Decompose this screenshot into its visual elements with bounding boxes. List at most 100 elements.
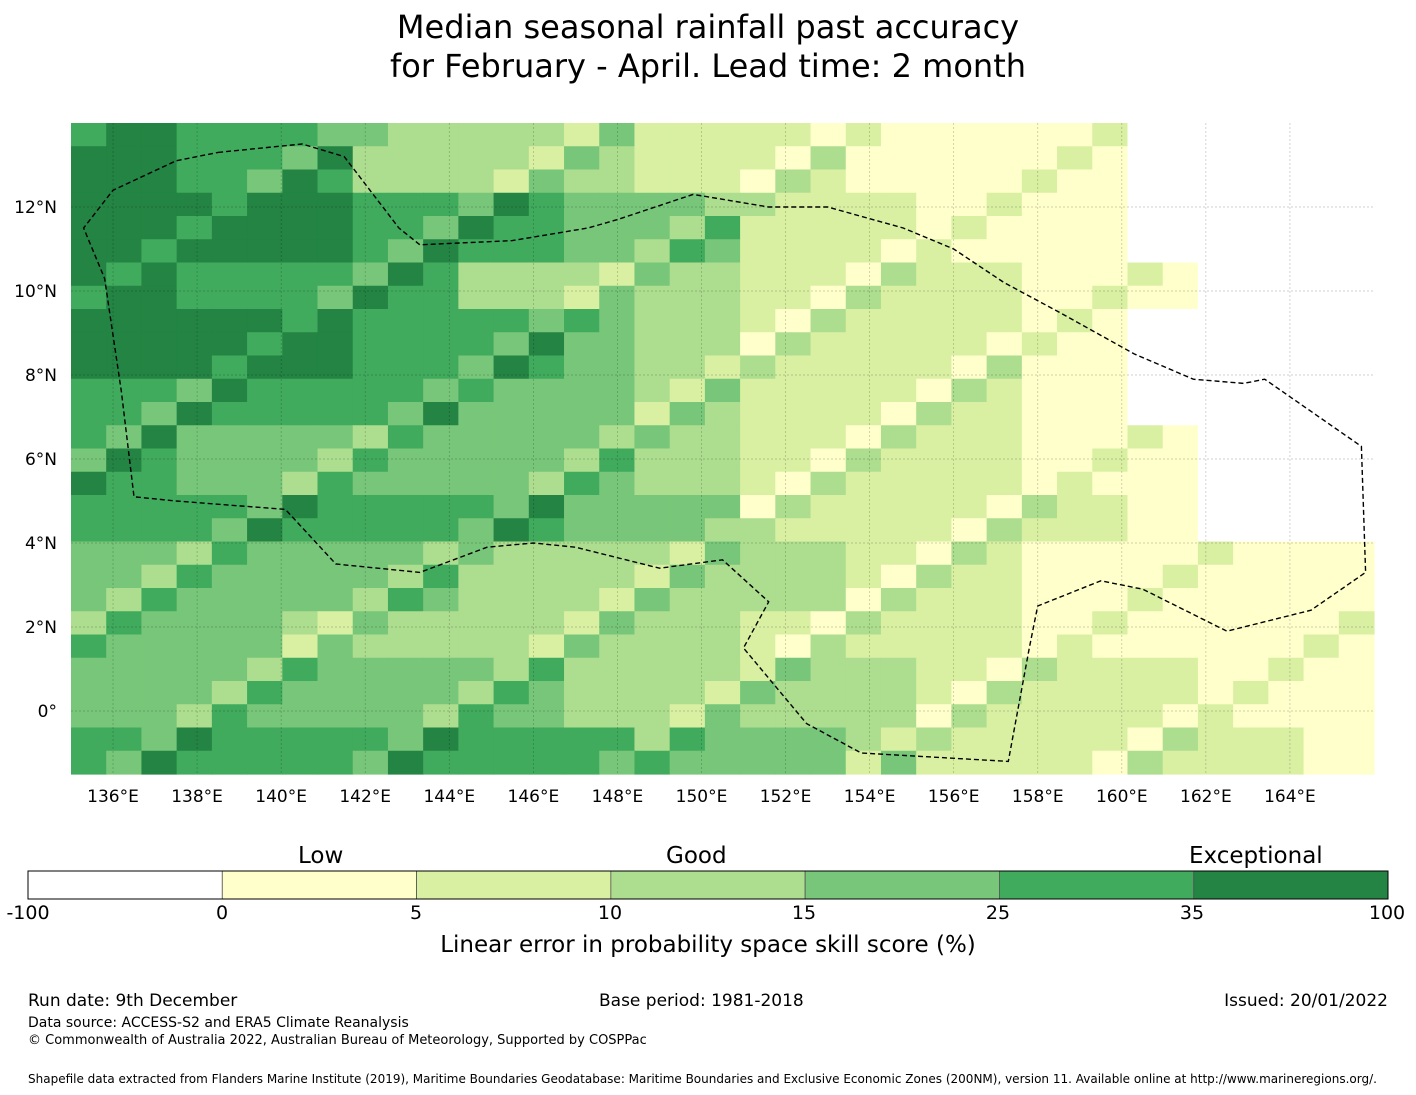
skill-cell xyxy=(669,123,706,147)
skill-cell xyxy=(916,518,953,543)
skill-cell xyxy=(176,332,213,357)
skill-cell xyxy=(1021,657,1058,682)
skill-cell xyxy=(423,355,459,380)
skill-cell xyxy=(247,332,283,357)
skill-cell xyxy=(493,285,530,310)
skill-cell xyxy=(1021,564,1058,589)
skill-cell xyxy=(1197,425,1234,450)
skill-cell xyxy=(1057,216,1093,240)
skill-cell xyxy=(247,239,283,264)
skill-cell xyxy=(1233,541,1269,566)
skill-cell xyxy=(106,239,143,264)
skill-cell xyxy=(458,285,495,310)
skill-cell xyxy=(352,402,389,426)
skill-cell xyxy=(176,471,213,496)
skill-cell xyxy=(1057,378,1093,403)
skill-cell xyxy=(669,657,706,682)
skill-cell xyxy=(845,355,882,380)
skill-cell xyxy=(564,309,600,333)
skill-cell xyxy=(845,471,882,496)
skill-cell xyxy=(669,192,706,217)
skill-cell xyxy=(669,541,706,566)
skill-cell xyxy=(282,285,319,310)
skill-cell xyxy=(493,378,530,403)
skill-cell xyxy=(704,471,741,496)
skill-cell xyxy=(387,634,424,659)
skill-cell xyxy=(704,541,741,566)
skill-cell xyxy=(282,611,319,636)
skill-cell xyxy=(317,704,354,729)
skill-cell xyxy=(352,541,389,566)
skill-cell xyxy=(704,355,741,380)
skill-cell xyxy=(141,239,178,264)
skill-cell xyxy=(282,123,319,147)
skill-cell xyxy=(282,425,319,450)
skill-cell xyxy=(845,169,882,194)
skill-cell xyxy=(423,681,459,705)
skill-cell xyxy=(775,216,812,240)
skill-cell xyxy=(1303,262,1340,287)
skill-cell xyxy=(599,750,636,775)
skill-cell xyxy=(599,332,636,357)
skill-cell xyxy=(1092,564,1129,589)
skill-cell xyxy=(599,262,636,287)
skill-cell xyxy=(810,355,847,380)
skill-cell xyxy=(775,750,812,775)
colorbar-frame xyxy=(27,870,1389,900)
skill-cell xyxy=(810,727,847,752)
skill-cell xyxy=(1057,262,1093,287)
skill-cell xyxy=(176,262,213,287)
skill-cell xyxy=(528,355,565,380)
skill-cell xyxy=(564,657,600,682)
skill-cell xyxy=(458,262,495,287)
shapefile-attribution: Shapefile data extracted from Flanders M… xyxy=(28,1072,1377,1086)
colorbar-tick: 0 xyxy=(215,902,229,924)
skill-cell xyxy=(71,123,107,147)
skill-cell xyxy=(845,681,882,705)
skill-cell xyxy=(775,355,812,380)
skill-cell xyxy=(282,588,319,612)
skill-cell xyxy=(740,727,776,752)
skill-cell xyxy=(810,588,847,612)
skill-cell xyxy=(845,239,882,264)
skill-cell xyxy=(1233,588,1269,612)
skill-cell xyxy=(951,192,988,217)
skill-cell xyxy=(1162,634,1199,659)
skill-cell xyxy=(317,588,354,612)
skill-cell xyxy=(317,378,354,403)
skill-cell xyxy=(1057,192,1093,217)
skill-cell xyxy=(986,425,1023,450)
skill-cell xyxy=(951,378,988,403)
skill-cell xyxy=(282,681,319,705)
skill-cell xyxy=(704,704,741,729)
skill-cell xyxy=(810,169,847,194)
skill-cell xyxy=(71,216,107,240)
skill-cell xyxy=(211,518,248,543)
skill-cell xyxy=(317,611,354,636)
skill-cell xyxy=(740,657,776,682)
skill-cell xyxy=(634,309,671,333)
skill-cell xyxy=(387,123,424,147)
skill-cell xyxy=(106,332,143,357)
skill-cell xyxy=(1233,123,1269,147)
skill-cell xyxy=(71,355,107,380)
skill-cell xyxy=(1021,309,1058,333)
skill-cell xyxy=(599,448,636,473)
skill-cell xyxy=(704,123,741,147)
skill-cell xyxy=(916,355,953,380)
skill-cell xyxy=(845,611,882,636)
skill-cell xyxy=(176,518,213,543)
skill-cell xyxy=(528,402,565,426)
skill-cell xyxy=(1127,425,1164,450)
skill-cell xyxy=(1197,727,1234,752)
skill-cell xyxy=(1303,378,1340,403)
skill-cell xyxy=(1338,727,1375,752)
skill-cell xyxy=(247,378,283,403)
skill-cell xyxy=(176,681,213,705)
colorbar-segment xyxy=(27,870,223,900)
skill-cell xyxy=(810,239,847,264)
skill-cell xyxy=(1162,657,1199,682)
skill-cell xyxy=(211,657,248,682)
skill-cell xyxy=(176,425,213,450)
skill-cell xyxy=(845,495,882,519)
